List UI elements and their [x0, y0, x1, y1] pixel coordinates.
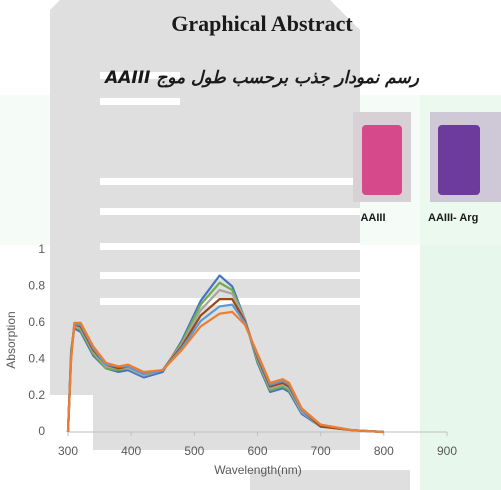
document-icon: [50, 0, 360, 395]
vial-label: AAIII- Arg: [428, 212, 478, 224]
document-stem: [93, 395, 360, 450]
title: Graphical Abstract: [171, 11, 353, 36]
x-tick-label: 700: [311, 444, 331, 458]
y-tick-label: 0: [38, 424, 45, 438]
bar: [100, 243, 360, 250]
x-tick-label: 400: [121, 444, 141, 458]
x-tick-label: 900: [437, 444, 457, 458]
subtitle: رسم نمودار جذب برحسب طول موج AAIII: [103, 68, 420, 88]
y-tick-label: 0.6: [28, 315, 45, 329]
bar: [100, 98, 180, 105]
bar: [100, 208, 360, 215]
vial-liquid: [362, 125, 402, 195]
x-axis-label: Wavelength(nm): [214, 463, 302, 477]
x-tick-label: 300: [58, 444, 78, 458]
bar: [100, 272, 360, 279]
y-axis-label: Absorption: [4, 311, 18, 368]
y-tick-label: 0.2: [28, 388, 45, 402]
y-tick-label: 1: [38, 242, 45, 256]
vial-label: AAIII: [360, 212, 385, 224]
plot: 0 0.2 0.4 0.6 0.8 1 300 400 500 600 700 800 900: [28, 242, 457, 458]
bar: [100, 178, 360, 185]
vial-photos: [353, 112, 501, 202]
bar: [100, 298, 360, 305]
x-tick-label: 600: [247, 444, 267, 458]
vial-liquid: [438, 125, 480, 195]
y-tick-label: 0.8: [28, 279, 45, 293]
x-tick-label: 800: [374, 444, 394, 458]
bar: [100, 72, 180, 79]
series-line: [66, 310, 384, 434]
y-tick-label: 0.4: [28, 351, 45, 365]
x-tick-label: 500: [184, 444, 204, 458]
document-foot: [250, 470, 410, 490]
